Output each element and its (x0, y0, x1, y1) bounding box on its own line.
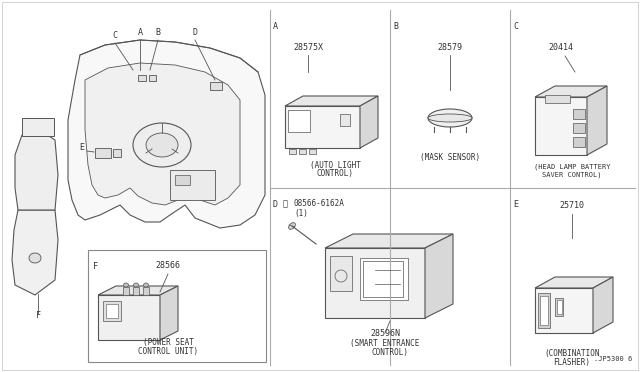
Polygon shape (587, 86, 607, 155)
Bar (330, 256, 352, 291)
Bar (143, 287, 149, 295)
Text: E: E (513, 200, 518, 209)
Bar (210, 82, 222, 90)
Bar (360, 258, 408, 300)
Text: SAVER CONTROL): SAVER CONTROL) (542, 171, 602, 177)
Ellipse shape (428, 109, 472, 127)
Polygon shape (325, 234, 453, 248)
Text: E: E (79, 143, 84, 152)
Bar (106, 304, 118, 318)
Polygon shape (360, 96, 378, 148)
Bar (555, 298, 563, 316)
Bar (538, 293, 550, 328)
Text: (COMBINATION: (COMBINATION (544, 349, 600, 358)
Text: A: A (138, 28, 143, 37)
Polygon shape (535, 277, 613, 288)
Polygon shape (285, 106, 360, 148)
Bar (123, 287, 129, 295)
Text: B: B (393, 22, 398, 31)
Text: (AUTO LIGHT: (AUTO LIGHT (310, 161, 360, 170)
Text: D: D (193, 28, 198, 37)
Text: F: F (35, 311, 40, 320)
Text: (1): (1) (294, 209, 308, 218)
Bar (557, 300, 562, 314)
Bar (545, 95, 570, 103)
Bar (540, 296, 548, 325)
Text: CONTROL UNIT): CONTROL UNIT) (138, 347, 198, 356)
Text: (HEAD LAMP BATTERY: (HEAD LAMP BATTERY (534, 163, 611, 170)
Text: 20414: 20414 (548, 43, 573, 52)
Polygon shape (98, 286, 178, 295)
Text: (MASK SENSOR): (MASK SENSOR) (420, 153, 480, 162)
Bar (288, 110, 310, 132)
Polygon shape (12, 210, 58, 295)
Text: D: D (273, 200, 278, 209)
Text: C: C (513, 22, 518, 31)
Bar (289, 149, 296, 154)
Polygon shape (593, 277, 613, 333)
Bar (133, 287, 139, 295)
Polygon shape (160, 286, 178, 340)
Text: Ⓢ: Ⓢ (283, 199, 288, 208)
Text: 28575X: 28575X (293, 43, 323, 52)
Polygon shape (285, 96, 378, 106)
Bar (573, 137, 585, 147)
Ellipse shape (428, 114, 472, 122)
Bar (573, 109, 585, 119)
Ellipse shape (289, 223, 295, 229)
Text: 25710: 25710 (559, 201, 584, 210)
Polygon shape (535, 97, 587, 155)
Ellipse shape (124, 283, 129, 287)
Text: 08566-6162A: 08566-6162A (294, 199, 345, 208)
Bar (299, 149, 306, 154)
Ellipse shape (133, 123, 191, 167)
Bar (138, 75, 146, 81)
Ellipse shape (146, 133, 178, 157)
Text: F: F (93, 262, 98, 271)
Polygon shape (425, 234, 453, 318)
Text: .JP5300 6: .JP5300 6 (594, 356, 632, 362)
Text: 28566: 28566 (156, 261, 180, 270)
Polygon shape (85, 63, 240, 205)
Text: CONTROL): CONTROL) (317, 169, 353, 178)
Ellipse shape (143, 283, 148, 287)
Ellipse shape (134, 283, 138, 287)
Bar (113, 149, 121, 157)
Text: B: B (156, 28, 161, 37)
Text: CONTROL): CONTROL) (371, 348, 408, 357)
Bar (95, 148, 111, 158)
Polygon shape (535, 288, 593, 333)
Bar (175, 175, 190, 185)
Bar (573, 123, 585, 133)
Text: C: C (113, 31, 118, 40)
Polygon shape (535, 86, 607, 97)
Bar (103, 301, 121, 321)
Bar (88, 250, 266, 362)
Text: (POWER SEAT: (POWER SEAT (143, 338, 193, 347)
Bar (309, 149, 316, 154)
Text: A: A (273, 22, 278, 31)
Polygon shape (15, 130, 58, 210)
Text: FLASHER): FLASHER) (554, 358, 591, 367)
Bar (170, 170, 215, 200)
Text: 28579: 28579 (438, 43, 463, 52)
Bar (22, 118, 54, 136)
Bar (340, 114, 350, 126)
Bar (149, 75, 156, 81)
Text: 28596N: 28596N (370, 329, 400, 338)
Ellipse shape (29, 253, 41, 263)
Text: (SMART ENTRANCE: (SMART ENTRANCE (350, 339, 420, 348)
Bar (363, 261, 403, 297)
Polygon shape (68, 40, 265, 228)
Polygon shape (98, 295, 160, 340)
Polygon shape (325, 248, 425, 318)
